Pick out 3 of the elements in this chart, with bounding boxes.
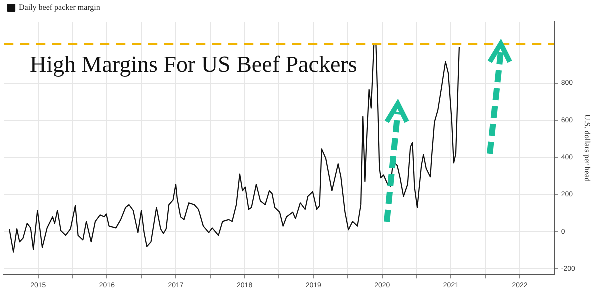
legend-label: Daily beef packer margin (19, 3, 100, 12)
text: High Margins For US Beef Packers (30, 52, 358, 78)
y-axis-title: U.S. dollars per head (583, 114, 592, 182)
